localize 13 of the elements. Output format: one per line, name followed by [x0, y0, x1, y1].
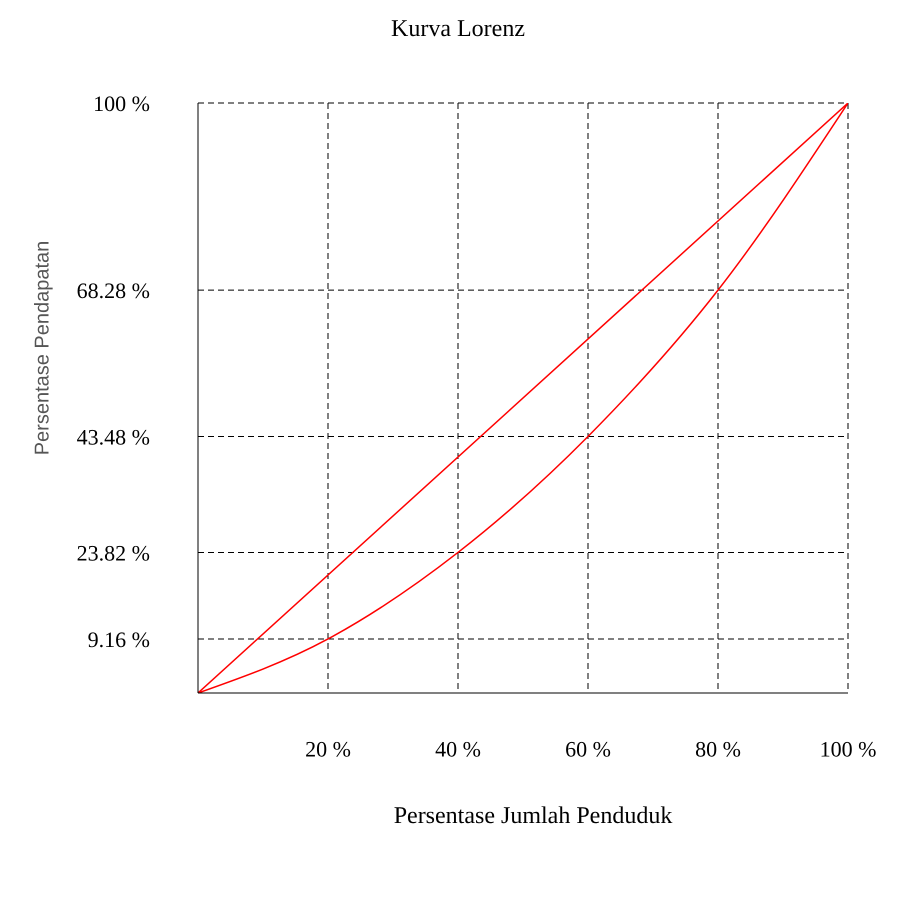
x-tick-label: 20 %: [305, 736, 351, 762]
y-tick-label: 43.48 %: [76, 424, 150, 450]
x-tick-label: 100 %: [820, 736, 876, 762]
y-tick-label: 68.28 %: [76, 278, 150, 303]
y-tick-label: 23.82 %: [76, 540, 150, 566]
x-tick-label: 40 %: [435, 736, 481, 762]
y-tick-label: 9.16 %: [88, 626, 150, 652]
y-axis-title: Persentase Pendapatan: [32, 240, 54, 456]
x-axis-title: Persentase Jumlah Penduduk: [392, 803, 674, 830]
chart-title: Kurva Lorenz: [390, 15, 526, 43]
x-tick-label: 60 %: [565, 736, 611, 762]
x-tick-label: 80 %: [695, 736, 741, 762]
y-tick-label: 100 %: [93, 90, 150, 116]
